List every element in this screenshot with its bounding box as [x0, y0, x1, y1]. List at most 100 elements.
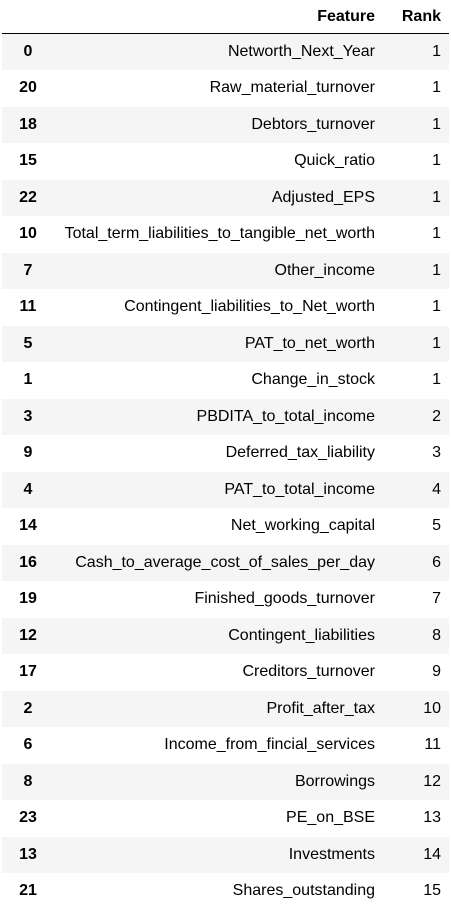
feature-cell: Investments	[288, 845, 375, 863]
table-row: 4 PAT_to_total_income 4	[2, 471, 449, 508]
feature-cell: Net_working_capital	[230, 517, 375, 535]
feature-cell: Income_from_fincial_services	[164, 736, 375, 754]
row-index: 1	[23, 371, 33, 389]
rank-cell: 1	[432, 115, 441, 133]
row-index: 10	[19, 225, 37, 243]
row-index: 18	[19, 115, 37, 133]
row-index: 22	[19, 188, 37, 206]
row-index: 6	[23, 736, 33, 754]
feature-cell: Total_term_liabilities_to_tangible_net_w…	[64, 225, 375, 243]
table-row: 13 Investments 14	[2, 836, 449, 873]
row-index: 13	[19, 845, 37, 863]
feature-cell: Borrowings	[294, 772, 375, 790]
rank-cell: 11	[424, 736, 441, 754]
feature-cell: PE_on_BSE	[286, 809, 375, 827]
row-index: 4	[23, 480, 33, 498]
table-row: 12 Contingent_liabilities 8	[2, 617, 449, 654]
table-row: 9 Deferred_tax_liability 3	[2, 435, 449, 472]
table-row: 23 PE_on_BSE 13	[2, 800, 449, 837]
rank-cell: 1	[432, 43, 441, 60]
row-index: 7	[23, 261, 33, 279]
rank-cell: 1	[432, 188, 441, 206]
feature-cell: Cash_to_average_cost_of_sales_per_day	[75, 553, 375, 571]
row-index: 9	[23, 444, 33, 462]
row-index: 3	[23, 407, 33, 425]
header-feature: Feature	[54, 0, 393, 34]
row-index: 12	[19, 626, 37, 644]
row-index: 16	[19, 553, 37, 571]
rank-cell: 5	[432, 517, 441, 535]
rank-cell: 1	[432, 334, 441, 352]
feature-cell: Deferred_tax_liability	[225, 444, 375, 462]
table-row: 20 Raw_material_turnover 1	[2, 70, 449, 107]
rank-cell: 15	[423, 882, 441, 900]
row-index: 2	[23, 699, 33, 717]
row-index: 20	[19, 79, 37, 97]
rank-cell: 7	[432, 590, 441, 608]
rank-cell: 10	[423, 699, 441, 717]
rank-cell: 8	[432, 626, 441, 644]
table-row: 0 Networth_Next_Year 1	[2, 33, 449, 70]
table-row: 11 Contingent_liabilities_to_Net_worth 1	[2, 289, 449, 326]
rank-cell: 14	[423, 845, 441, 863]
feature-cell: Contingent_liabilities	[228, 626, 375, 644]
header-row: Feature Rank	[2, 0, 449, 34]
table-row: 15 Quick_ratio 1	[2, 143, 449, 180]
row-index: 17	[19, 663, 37, 681]
feature-cell: Adjusted_EPS	[271, 188, 375, 206]
feature-cell: Raw_material_turnover	[209, 79, 375, 97]
feature-cell: Networth_Next_Year	[227, 43, 375, 60]
feature-cell: Debtors_turnover	[251, 115, 375, 133]
row-index: 15	[19, 152, 37, 170]
table-row: 8 Borrowings 12	[2, 763, 449, 800]
row-index: 14	[19, 517, 37, 535]
row-index: 11	[19, 298, 37, 316]
feature-cell: Change_in_stock	[251, 371, 375, 389]
rank-cell: 9	[432, 663, 441, 681]
table-row: 18 Debtors_turnover 1	[2, 106, 449, 143]
feature-cell: Contingent_liabilities_to_Net_worth	[124, 298, 375, 316]
rank-cell: 6	[432, 553, 441, 571]
table-row: 17 Creditors_turnover 9	[2, 654, 449, 691]
table-row: 3 PBDITA_to_total_income 2	[2, 398, 449, 435]
table-row: 10 Total_term_liabilities_to_tangible_net…	[2, 216, 449, 253]
feature-cell: PAT_to_total_income	[224, 480, 375, 498]
row-index: 8	[23, 772, 33, 790]
feature-cell: PAT_to_net_worth	[244, 334, 375, 352]
feature-cell: Creditors_turnover	[242, 663, 376, 681]
table-body: 0 Networth_Next_Year 1 20 Raw_material_turno…	[2, 33, 449, 910]
feature-cell: Profit_after_tax	[266, 699, 376, 717]
rank-cell: 1	[432, 152, 441, 170]
rank-cell: 13	[423, 809, 441, 827]
table-row: 22 Adjusted_EPS 1	[2, 179, 449, 216]
rank-cell: 1	[432, 298, 441, 316]
header-index	[2, 0, 54, 34]
row-index: 0	[23, 43, 33, 60]
rank-cell: 4	[432, 480, 441, 498]
rank-cell: 2	[432, 407, 441, 425]
rank-cell: 1	[432, 225, 441, 243]
feature-cell: Quick_ratio	[294, 152, 375, 170]
table-row: 1 Change_in_stock 1	[2, 362, 449, 399]
feature-cell: Other_income	[274, 261, 376, 279]
feature-cell: Finished_goods_turnover	[194, 590, 375, 608]
table-header: Feature Rank	[2, 0, 449, 34]
table-row: 19 Finished_goods_turnover 7	[2, 581, 449, 618]
rank-cell: 3	[432, 444, 441, 462]
table-row: 21 Shares_outstanding 15	[2, 873, 449, 910]
row-index: 23	[19, 809, 37, 827]
row-index: 19	[19, 590, 37, 608]
table-row: 14 Net_working_capital 5	[2, 508, 449, 545]
feature-cell: PBDITA_to_total_income	[196, 407, 375, 425]
rank-cell: 1	[432, 261, 441, 279]
rank-cell: 1	[432, 79, 441, 97]
rank-cell: 1	[432, 371, 441, 389]
header-rank: Rank	[393, 0, 449, 34]
table-row: 16 Cash_to_average_cost_of_sales_per_day 6	[2, 544, 449, 581]
table-row: 5 PAT_to_net_worth 1	[2, 325, 449, 362]
row-index: 21	[19, 882, 37, 900]
table-row: 6 Income_from_fincial_services 11	[2, 727, 449, 764]
rank-cell: 12	[423, 772, 441, 790]
